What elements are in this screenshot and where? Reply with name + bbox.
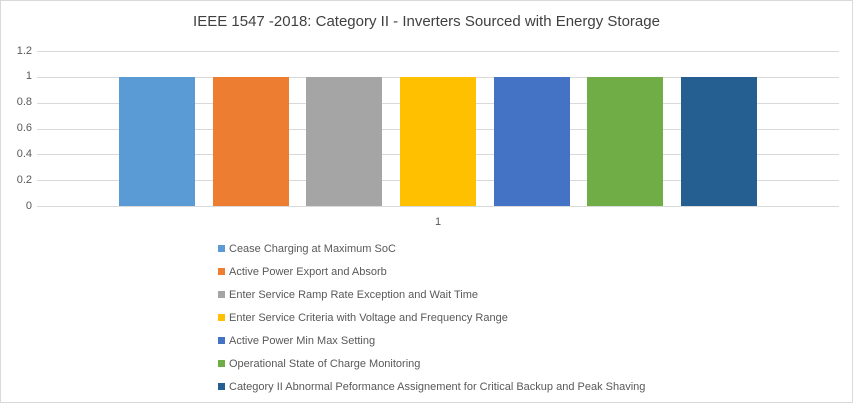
legend-swatch <box>218 245 225 252</box>
bar-1 <box>119 76 196 206</box>
legend-swatch <box>218 337 225 344</box>
legend-swatch <box>218 268 225 275</box>
legend-swatch <box>218 360 225 367</box>
y-axis-tick-label: 1.2 <box>16 44 32 57</box>
legend-item-2: Active Power Export and Absorb <box>218 260 645 283</box>
y-axis-tick-label: 0.6 <box>16 122 32 134</box>
legend-item-4: Enter Service Criteria with Voltage and … <box>218 306 645 329</box>
y-axis-tick-label: 0.2 <box>16 173 32 186</box>
legend-label: Enter Service Criteria with Voltage and … <box>229 311 508 324</box>
legend-item-3: Enter Service Ramp Rate Exception and Wa… <box>218 283 645 306</box>
y-axis-tick-label: 0.8 <box>16 96 32 109</box>
y-axis-tick-label: 1 <box>25 70 32 83</box>
bar-7 <box>680 76 757 206</box>
chart-title: IEEE 1547 -2018: Category II - Inverters… <box>193 13 660 30</box>
legend-label: Category II Abnormal Peformance Assignem… <box>229 380 646 393</box>
legend-swatch <box>218 291 225 298</box>
legend-label: Cease Charging at Maximum SoC <box>229 242 396 255</box>
legend-item-1: Cease Charging at Maximum SoC <box>218 237 645 260</box>
legend-label: Enter Service Ramp Rate Exception and Wa… <box>229 288 479 301</box>
gridline <box>37 206 839 207</box>
legend: Cease Charging at Maximum SoC Active Powe… <box>218 237 645 398</box>
bar-5 <box>493 76 570 206</box>
bar-3 <box>306 76 383 206</box>
legend-label: Active Power Export and Absorb <box>229 265 387 278</box>
y-axis-tick-label: 0.4 <box>16 147 32 160</box>
legend-swatch <box>218 314 225 321</box>
legend-item-6: Operational State of Charge Monitoring <box>218 352 645 375</box>
gridline <box>37 51 839 52</box>
bar-2 <box>212 76 289 206</box>
legend-item-7: Category II Abnormal Peformance Assignem… <box>218 375 645 398</box>
y-axis-tick-label: 0 <box>25 199 32 212</box>
legend-swatch <box>218 383 225 390</box>
legend-label: Active Power Min Max Setting <box>229 334 376 347</box>
bar-6 <box>587 76 664 206</box>
legend-label: Operational State of Charge Monitoring <box>229 357 421 370</box>
bar-4 <box>400 76 476 206</box>
legend-item-5: Active Power Min Max Setting <box>218 329 645 352</box>
x-axis-category-label: 1 <box>434 216 442 228</box>
